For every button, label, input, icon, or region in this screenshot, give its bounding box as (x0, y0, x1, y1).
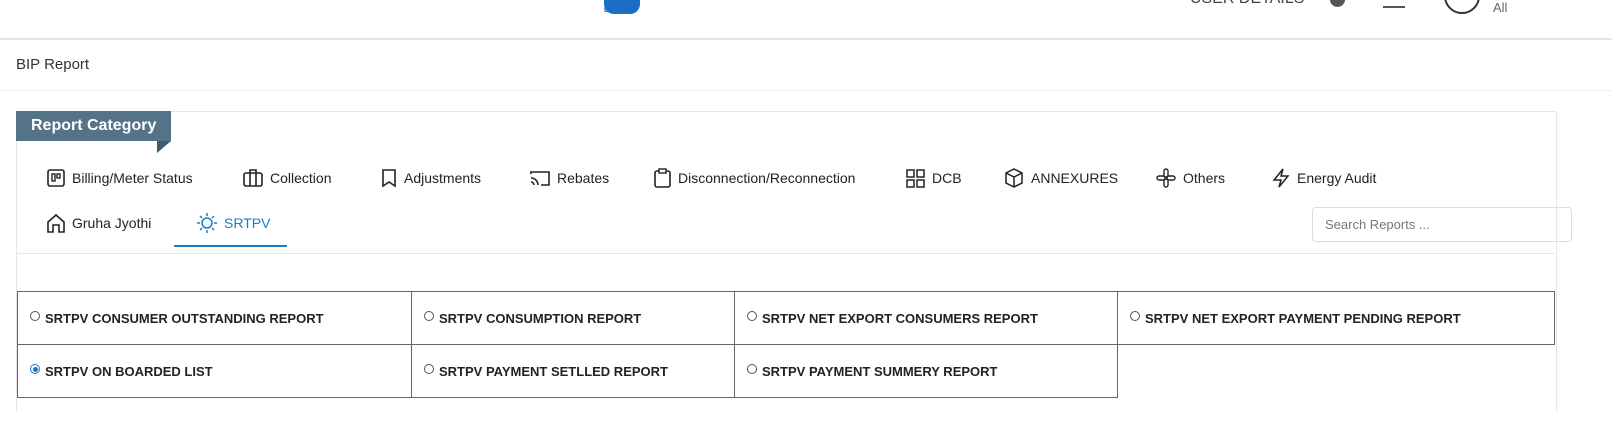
tabs-divider (17, 253, 1555, 254)
report-name: SRTPV CONSUMER OUTSTANDING REPORT (45, 310, 324, 326)
logo (604, 0, 640, 14)
radio-selected[interactable] (30, 364, 40, 374)
tab-label: Gruha Jyothi (72, 215, 152, 231)
tab-label: Rebates (557, 170, 610, 186)
page-title: BIP Report (16, 56, 90, 73)
radio[interactable] (424, 311, 434, 321)
icon (47, 169, 65, 187)
report-name: SRTPV CONSUMPTION REPORT (439, 310, 642, 326)
icon (197, 213, 217, 233)
tab-label: Collection (270, 170, 332, 186)
report-option[interactable]: SRTPV CONSUMPTION REPORT (411, 291, 735, 345)
icon (906, 169, 925, 188)
radio[interactable] (424, 364, 434, 374)
report-option[interactable]: SRTPV CONSUMER OUTSTANDING REPORT (17, 291, 412, 345)
logo-text: BESCOM (604, 8, 631, 14)
label-tail (157, 141, 171, 153)
tab[interactable]: Rebates (529, 168, 609, 188)
tab[interactable]: Energy Audit (1271, 168, 1376, 188)
tab-active[interactable]: SRTPV (174, 201, 287, 247)
report-option[interactable]: SRTPV PAYMENT SUMMERY REPORT (734, 344, 1118, 398)
tab-label: ANNEXURES (1031, 170, 1119, 186)
icon (243, 169, 263, 187)
tab-label: Billing/Meter Status (72, 170, 193, 186)
icon (530, 171, 550, 186)
tab[interactable]: Disconnection/Reconnection (653, 168, 855, 188)
user-details[interactable]: USER DETAILS (1190, 0, 1304, 8)
report-option[interactable]: SRTPV PAYMENT SETLLED REPORT (411, 344, 735, 398)
report-name: SRTPV NET EXPORT PAYMENT PENDING REPORT (1145, 310, 1461, 326)
icon (654, 168, 671, 188)
tab[interactable]: Gruha Jyothi (46, 213, 151, 233)
divider (0, 90, 1612, 91)
report-option[interactable]: SRTPV NET EXPORT PAYMENT PENDING REPORT (1117, 291, 1555, 345)
icon (1156, 168, 1176, 188)
radio[interactable] (1130, 311, 1140, 321)
search-input[interactable]: Search Reports ... (1312, 207, 1572, 242)
report-name: SRTPV PAYMENT SETLLED REPORT (439, 363, 668, 379)
tab[interactable]: DCB (905, 168, 962, 188)
info-icon (1330, 0, 1345, 7)
radio[interactable] (30, 311, 40, 321)
tab[interactable]: Adjustments (380, 168, 481, 188)
report-option[interactable]: SRTPV NET EXPORT CONSUMERS REPORT (734, 291, 1118, 345)
tab-label: Energy Audit (1297, 170, 1377, 186)
tab[interactable]: ANNEXURES (1004, 168, 1118, 188)
icon (47, 213, 65, 233)
tab-label: Disconnection/Reconnection (678, 170, 856, 186)
tab[interactable]: Collection (242, 168, 331, 188)
icon (1005, 168, 1023, 188)
tab-label: SRTPV (224, 215, 271, 231)
radio[interactable] (747, 364, 757, 374)
user-role: All (1493, 0, 1508, 15)
tab-label: DCB (932, 170, 962, 186)
tab-label: Adjustments (404, 170, 482, 186)
report-name: SRTPV PAYMENT SUMMERY REPORT (762, 363, 998, 379)
tab-label: Others (1183, 170, 1226, 186)
top-bar: BESCOM USER DETAILS All (0, 0, 1612, 40)
report-option[interactable]: SRTPV ON BOARDED LIST (17, 344, 412, 398)
avatar[interactable] (1444, 0, 1480, 14)
category-label: Report Category (16, 111, 171, 141)
report-card (16, 111, 1557, 412)
report-name: SRTPV NET EXPORT CONSUMERS REPORT (762, 310, 1038, 326)
report-name: SRTPV ON BOARDED LIST (45, 363, 213, 379)
tab[interactable]: Billing/Meter Status (46, 168, 193, 188)
icon (382, 169, 396, 188)
radio[interactable] (747, 311, 757, 321)
icon (1272, 168, 1290, 188)
tab[interactable]: Others (1156, 168, 1225, 188)
bell-icon[interactable] (1383, 0, 1405, 8)
